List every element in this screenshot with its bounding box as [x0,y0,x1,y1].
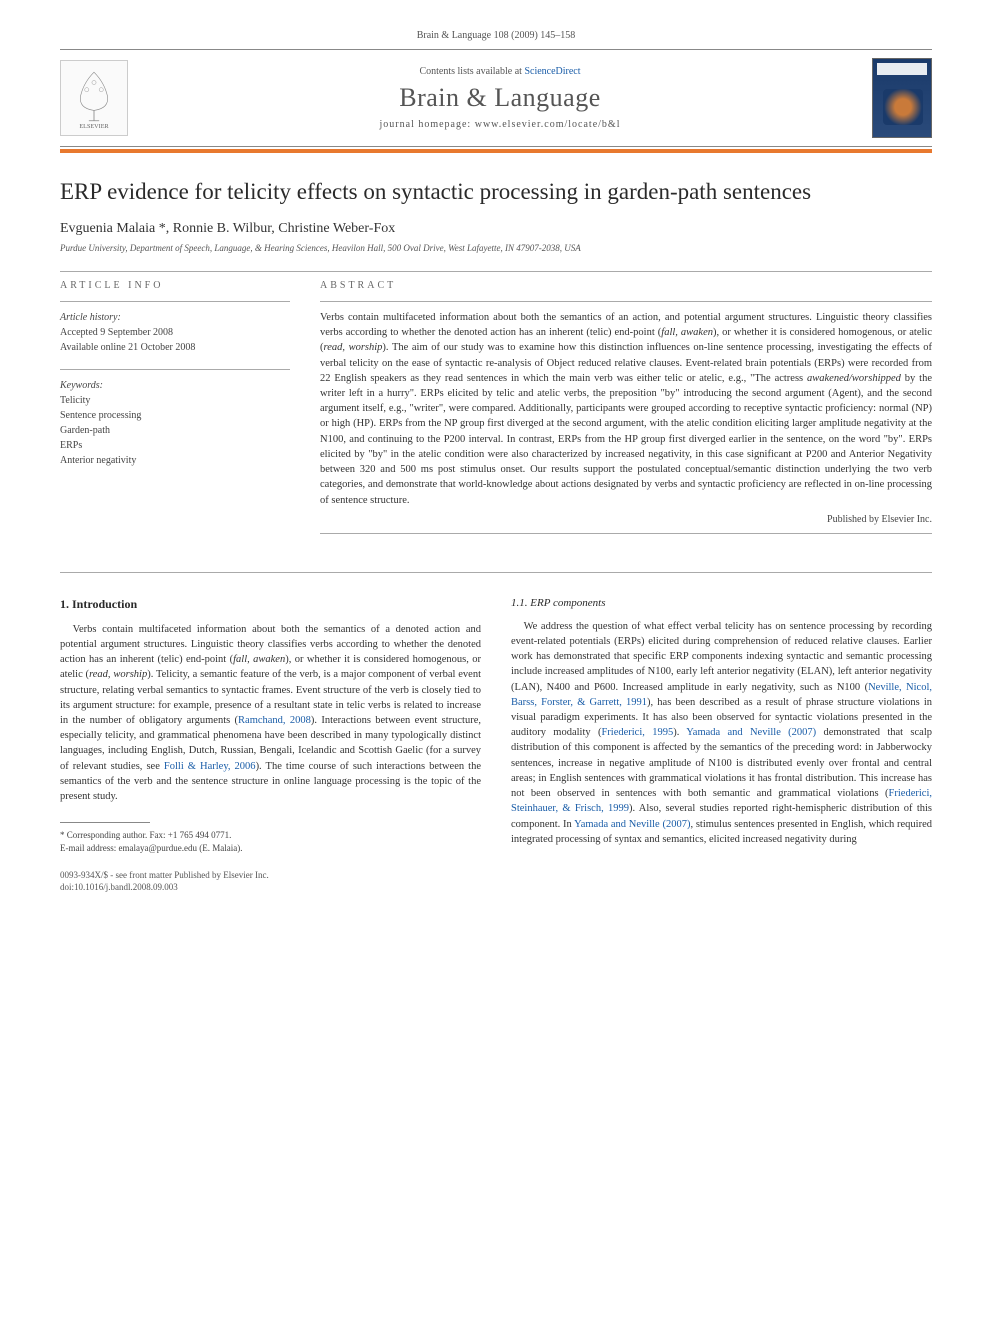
rule [60,301,290,302]
body-paragraph: Verbs contain multifaceted information a… [60,622,481,805]
email-suffix: (E. Malaia). [197,843,242,853]
info-abstract-row: ARTICLE INFO Article history: Accepted 9… [60,280,932,542]
header-center: Contents lists available at ScienceDirec… [142,66,858,130]
journal-name: Brain & Language [142,83,858,113]
email-footnote: E-mail address: emalaya@purdue.edu (E. M… [60,842,481,855]
citation-link[interactable]: Yamada and Neville (2007) [686,727,816,738]
homepage-url[interactable]: www.elsevier.com/locate/b&l [475,119,621,130]
footnote-rule [60,822,150,823]
right-column: 1.1. ERP components We address the quest… [511,597,932,855]
citation-link[interactable]: Ramchand, 2008 [238,715,311,726]
article-info-column: ARTICLE INFO Article history: Accepted 9… [60,280,290,542]
keywords-label: Keywords: [60,378,290,393]
keyword: ERPs [60,438,290,453]
sciencedirect-link[interactable]: ScienceDirect [524,66,580,77]
history-line: Available online 21 October 2008 [60,340,290,355]
publisher-note: Published by Elsevier Inc. [320,514,932,525]
abstract-column: ABSTRACT Verbs contain multifaceted info… [320,280,932,542]
abstract-span: by the writer left in a hurry". ERPs eli… [320,373,932,506]
contents-available: Contents lists available at ScienceDirec… [142,66,858,77]
rule [320,533,932,534]
keyword: Sentence processing [60,408,290,423]
journal-homepage: journal homepage: www.elsevier.com/locat… [142,119,858,130]
abstract-italic: read, worship [324,342,383,353]
keywords-block: Keywords: Telicity Sentence processing G… [60,378,290,468]
running-header: Brain & Language 108 (2009) 145–158 [60,30,932,41]
left-column: 1. Introduction Verbs contain multifacet… [60,597,481,855]
accent-rule [60,149,932,153]
keyword: Anterior negativity [60,453,290,468]
history-line: Accepted 9 September 2008 [60,325,290,340]
article-title: ERP evidence for telicity effects on syn… [60,177,932,207]
journal-header-bar: ELSEVIER Contents lists available at Sci… [60,49,932,147]
journal-cover-thumbnail [872,58,932,138]
body-paragraph: We address the question of what effect v… [511,619,932,847]
citation-link[interactable]: Yamada and Neville (2007) [574,819,690,830]
italic-span: fall, awaken [233,654,285,665]
body-columns: 1. Introduction Verbs contain multifacet… [60,597,932,855]
rule [60,271,932,272]
page-footer: 0093-934X/$ - see front matter Published… [60,869,932,894]
authors: Evguenia Malaia *, Ronnie B. Wilbur, Chr… [60,221,932,237]
affiliation: Purdue University, Department of Speech,… [60,243,932,253]
rule [60,369,290,370]
keyword: Garden-path [60,423,290,438]
contents-text: Contents lists available at [419,66,524,77]
keyword: Telicity [60,393,290,408]
article-info-label: ARTICLE INFO [60,280,290,291]
citation-link[interactable]: Friederici, 1995 [601,727,673,738]
elsevier-tree-icon: ELSEVIER [68,67,120,129]
italic-span: read, worship [89,669,147,680]
article-history: Article history: Accepted 9 September 20… [60,310,290,355]
elsevier-logo: ELSEVIER [60,60,128,136]
homepage-label: journal homepage: [380,119,475,130]
corresponding-author: * Corresponding author. Fax: +1 765 494 … [60,829,481,842]
text-span: ). [673,727,686,738]
doi-line: doi:10.1016/j.bandl.2008.09.003 [60,881,932,894]
email-label: E-mail address: [60,843,118,853]
abstract-text: Verbs contain multifaceted information a… [320,310,932,508]
abstract-label: ABSTRACT [320,280,932,291]
abstract-italic: fall, awaken [661,327,713,338]
section-heading: 1. Introduction [60,597,481,612]
history-label: Article history: [60,310,290,325]
subsection-heading: 1.1. ERP components [511,597,932,609]
rule [320,301,932,302]
citation-link[interactable]: Folli & Harley, 2006 [164,761,256,772]
abstract-italic: awakened/worshipped [807,373,901,384]
email-link[interactable]: emalaya@purdue.edu [118,843,197,853]
svg-text:ELSEVIER: ELSEVIER [79,123,109,129]
front-matter-line: 0093-934X/$ - see front matter Published… [60,869,932,882]
rule [60,572,932,573]
